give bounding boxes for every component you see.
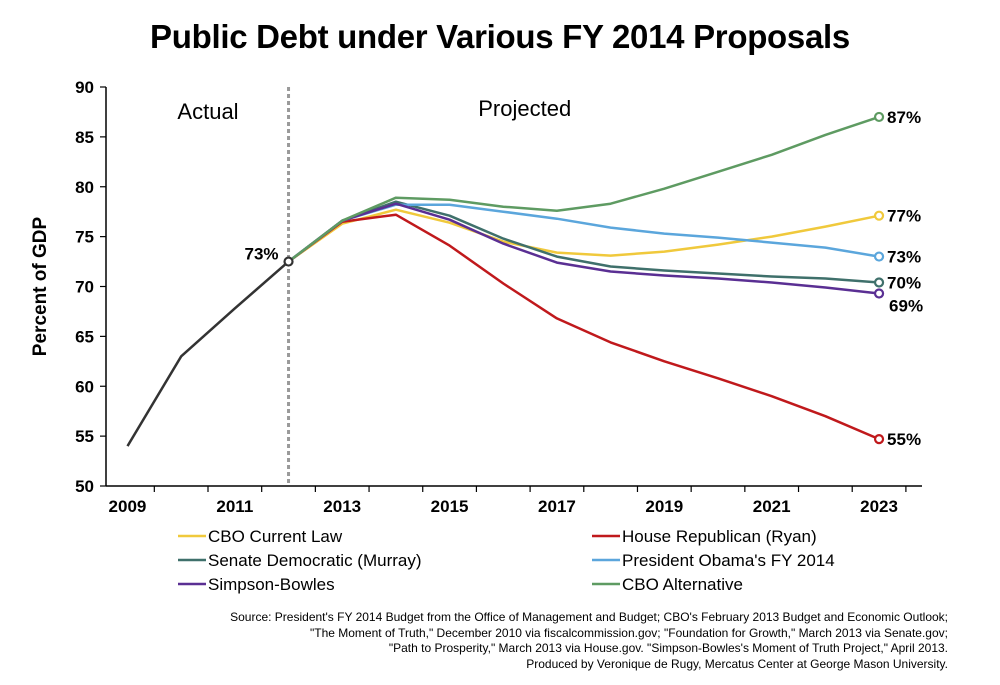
y-tick-label: 60 <box>75 377 94 396</box>
legend-label-cbo-alternative: CBO Alternative <box>622 575 743 594</box>
actual-debt-line <box>126 260 290 447</box>
end-label-senate-democratic-murray: 70% <box>887 274 921 293</box>
legend-label-cbo-current-law: CBO Current Law <box>208 527 343 546</box>
region-label-projected: Projected <box>478 96 571 121</box>
x-tick-label: 2011 <box>216 497 253 516</box>
y-tick-label: 50 <box>75 477 94 496</box>
end-marker-simpson-bowles <box>873 288 885 299</box>
end-marker-actual <box>283 256 294 267</box>
source-line: "Path to Prosperity," March 2013 via Hou… <box>388 641 948 655</box>
y-tick-label: 90 <box>75 78 94 97</box>
series-lines <box>126 111 885 447</box>
y-tick-label: 80 <box>75 178 94 197</box>
x-tick-label: 2015 <box>431 497 469 516</box>
end-marker-president-obama-s-fy-2014 <box>873 251 885 262</box>
end-marker-cbo-alternative <box>873 111 885 123</box>
x-tick-label: 2013 <box>323 497 361 516</box>
end-marker-house-republican-ryan <box>873 434 885 445</box>
y-tick-label: 85 <box>75 128 94 147</box>
x-tick-label: 2017 <box>538 497 576 516</box>
y-tick-label: 55 <box>75 427 94 446</box>
chart-title: Public Debt under Various FY 2014 Propos… <box>150 18 850 55</box>
source-line: Source: President's FY 2014 Budget from … <box>230 610 948 624</box>
end-label-cbo-current-law: 77% <box>887 207 921 226</box>
x-tick-label: 2009 <box>109 497 147 516</box>
axes: 50 55 60 65 70 75 80 85 90 2009 2011 2013 2015 2017 20… <box>30 78 922 516</box>
x-tick-label: 2019 <box>645 497 683 516</box>
series-line-house-republican-ryan <box>287 213 880 441</box>
legend-label-senate-democratic-murray: Senate Democratic (Murray) <box>208 551 422 570</box>
legend-label-house-republican-ryan: House Republican (Ryan) <box>622 527 817 546</box>
series-line-cbo-current-law <box>287 208 880 263</box>
source-line: "The Moment of Truth," December 2010 via… <box>309 625 948 640</box>
series-line-cbo-alternative <box>287 115 880 263</box>
y-tick-label: 70 <box>75 278 94 297</box>
legend: CBO Current Law House Republican (Ryan) Se… <box>178 527 835 594</box>
x-tick-label: 2023 <box>860 497 898 516</box>
end-label-president-obama-s-fy-2014: 73% <box>887 248 921 267</box>
region-label-actual: Actual <box>177 99 238 124</box>
x-tick-label: 2021 <box>753 497 791 516</box>
chart-labels: Actual Projected 77% 55% 70% 73% 69% 87% 73% <box>177 96 923 449</box>
series-line-senate-democratic-murray <box>287 200 880 284</box>
end-marker-senate-democratic-murray <box>873 277 885 288</box>
end-label-actual: 73% <box>244 245 278 264</box>
y-tick-label: 75 <box>75 228 94 247</box>
end-label-simpson-bowles: 69% <box>889 296 923 315</box>
source-line: Produced by Veronique de Rugy, Mercatus … <box>526 656 948 671</box>
y-tick-label: 65 <box>75 327 94 346</box>
series-line-simpson-bowles <box>287 202 880 295</box>
end-label-house-republican-ryan: 55% <box>887 430 921 449</box>
legend-label-president-obama-s-fy-2014: President Obama's FY 2014 <box>622 551 835 570</box>
y-axis-label: Percent of GDP <box>30 216 51 356</box>
legend-label-simpson-bowles: Simpson-Bowles <box>208 575 335 594</box>
source-note: Source: President's FY 2014 Budget from … <box>48 610 948 672</box>
end-marker-cbo-current-law <box>873 210 885 221</box>
end-label-cbo-alternative: 87% <box>887 108 921 127</box>
